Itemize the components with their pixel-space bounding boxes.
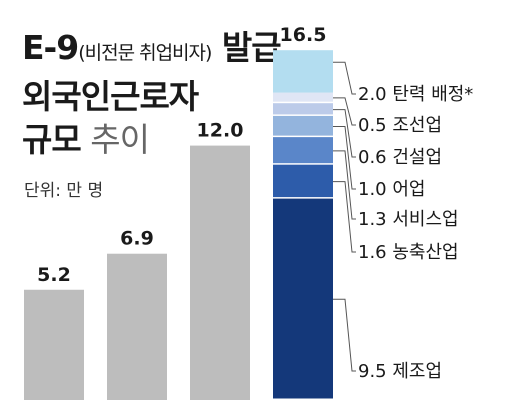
segment-label-5: 0.6 건설업: [358, 147, 442, 168]
title-e9: E-9: [22, 28, 79, 67]
bar-value-label-3: 12.0: [197, 120, 244, 142]
leader-line-1: [333, 298, 356, 372]
stack-segment-6: [273, 92, 333, 102]
stack-segment-7: [273, 50, 333, 93]
stack-segment-4: [273, 115, 333, 136]
segment-label-3: 1.3 서비스업: [358, 209, 459, 230]
stack-segment-1: [273, 198, 333, 399]
bar-value-label-1: 5.2: [37, 264, 71, 286]
leader-line-7: [333, 61, 356, 95]
leader-line-6: [333, 97, 356, 126]
bar-3: [190, 145, 250, 400]
title-line-1: E-9(비전문 취업비자) 발급: [22, 26, 282, 75]
title-line-2: 외국인근로자: [22, 77, 199, 116]
leader-line-3: [333, 150, 356, 220]
segment-label-4: 1.0 어업: [358, 179, 425, 200]
title-visa-type: (비전문 취업비자): [78, 42, 212, 64]
bar-value-label-2: 6.9: [120, 228, 154, 250]
leader-line-2: [333, 181, 356, 253]
segment-label-1: 9.5 제조업: [358, 361, 442, 382]
title-line-3: 규모 추이: [22, 118, 281, 161]
segment-label-2: 1.6 농축산업: [358, 242, 459, 263]
title-trend: 추이: [80, 120, 150, 159]
bar-value-label-4: 16.5: [280, 24, 327, 46]
stack-segment-5: [273, 103, 333, 115]
stack-segment-3: [273, 137, 333, 164]
title-scale: 규모: [22, 120, 82, 159]
unit-label: 단위: 만 명: [24, 181, 104, 201]
stack-segment-2: [273, 164, 333, 198]
segment-label-7: 2.0 탄력 배정*: [358, 84, 473, 105]
leader-line-4: [333, 126, 356, 190]
leader-line-5: [333, 109, 356, 158]
chart-title: E-9(비전문 취업비자) 발급 외국인근로자 규모 추이: [22, 26, 282, 161]
title-issue: 발급: [211, 28, 282, 67]
segment-label-6: 0.5 조선업: [358, 115, 442, 136]
bar-1: [24, 289, 84, 400]
bar-2: [107, 253, 167, 400]
